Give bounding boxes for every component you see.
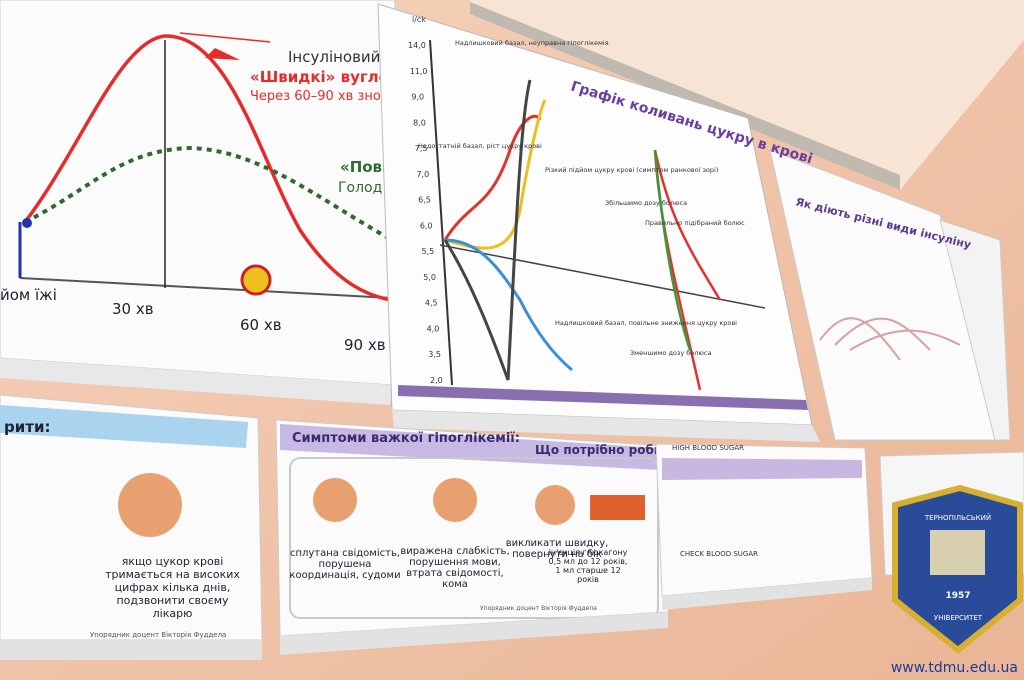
logo: ТЕРНОПІЛЬСЬКИЙ УНІВЕРСИТЕТ 1957 bbox=[892, 484, 1023, 654]
tick-label: 30 хв bbox=[112, 300, 154, 318]
note: Зменшимо дозу болюса bbox=[630, 349, 711, 357]
cartoon bbox=[433, 478, 477, 522]
header: рити: bbox=[4, 418, 50, 436]
tick-label: 5,5 bbox=[422, 247, 435, 256]
label: CHECK BLOOD SUGAR bbox=[680, 550, 758, 558]
header: Симптоми важкої гіпоглікемії: bbox=[292, 431, 520, 446]
note: Надлишковий базал, неуправна гіпоглікемі… bbox=[455, 39, 609, 47]
cartoon bbox=[535, 485, 575, 525]
ceiling bbox=[470, 0, 1024, 190]
logo-text: ТЕРНОПІЛЬСЬКИЙ bbox=[924, 513, 991, 522]
tick-label: 60 хв bbox=[240, 316, 282, 334]
poster-bottom-left: рити: якщо цукор крові тримається на вис… bbox=[0, 394, 263, 660]
logo-text: УНІВЕРСИТЕТ bbox=[934, 614, 983, 622]
label: Інсуліновий bbox=[288, 48, 380, 66]
note: Різкий підйом цукру крові (симптом ранко… bbox=[545, 166, 718, 174]
tick-label: 7,0 bbox=[416, 170, 429, 179]
note: Недостатній базал, ріст цукру крові bbox=[418, 142, 542, 150]
logo-year: 1957 bbox=[945, 591, 970, 601]
tick-label: 7,5 bbox=[415, 144, 428, 153]
label: Голод в bbox=[338, 180, 395, 196]
item: ін'єкція глюкагону 0,5 мл до 12 років, 1… bbox=[548, 548, 628, 584]
item-text: сплутана свідомість, порушена координаці… bbox=[289, 548, 401, 581]
author: Упорядник доцент Вікторія Фуддела bbox=[90, 631, 226, 639]
unit: l/ck bbox=[412, 15, 426, 24]
header: HIGH BLOOD SUGAR bbox=[672, 444, 744, 452]
text-block: якщо цукор крові тримається на високих ц… bbox=[105, 555, 240, 620]
poster-top-left: Інсуліновий «Швидкі» вуглеводи Через 60–… bbox=[0, 0, 431, 405]
note: Збільшимо дозу болюса bbox=[605, 199, 687, 207]
text: якщо цукор крові тримається на високих ц… bbox=[105, 555, 240, 620]
tick-label: 6,5 bbox=[418, 196, 431, 205]
item-text: викликати швидку, повернути на бік bbox=[505, 538, 609, 560]
tick-label: 5,0 bbox=[423, 273, 436, 282]
tick-label: 2,0 bbox=[430, 376, 443, 385]
item: викликати швидку, повернути на бік bbox=[505, 538, 609, 560]
item-text: виражена слабкість, порушення мови, втра… bbox=[400, 546, 510, 590]
item: сплутана свідомість, порушена координаці… bbox=[289, 548, 401, 581]
note: Правильно підібраний болюс bbox=[645, 219, 745, 227]
tick-label: 4,0 bbox=[427, 324, 440, 333]
tick-label: 9,0 bbox=[411, 93, 424, 102]
tick-label: 4,5 bbox=[425, 299, 438, 308]
author: Упорядник доцент Вікторія Фуддела bbox=[480, 605, 597, 612]
poster-bottom-center: Симптоми важкої гіпоглікемії: Що потрібн… bbox=[275, 419, 682, 655]
tick-label: 3,5 bbox=[428, 350, 441, 359]
note: Надлишковий базал, повільне зниження цук… bbox=[555, 319, 737, 327]
item: виражена слабкість, порушення мови, втра… bbox=[400, 546, 510, 590]
watermark: www.tdmu.edu.ua bbox=[891, 660, 1018, 676]
kit bbox=[590, 495, 645, 520]
tick-label: йом їжі bbox=[0, 286, 57, 304]
poster-chart: Графік коливань цукру в крові l/ck 14,01… bbox=[377, 3, 820, 442]
header: Що потрібно робити: bbox=[535, 443, 682, 457]
tick-label: 6,0 bbox=[420, 221, 433, 230]
cartoon bbox=[118, 473, 182, 537]
rail bbox=[470, 2, 900, 190]
tick-label: 11,0 bbox=[410, 67, 428, 76]
tick-label: 90 хв bbox=[344, 336, 386, 354]
item-text: ін'єкція глюкагону 0,5 мл до 12 років, 1… bbox=[548, 548, 628, 584]
cartoon bbox=[313, 478, 357, 522]
tick-label: 8,0 bbox=[413, 118, 426, 127]
label: Через 60–90 хв знов bbox=[250, 89, 388, 104]
tick-label: 14,0 bbox=[408, 41, 426, 50]
